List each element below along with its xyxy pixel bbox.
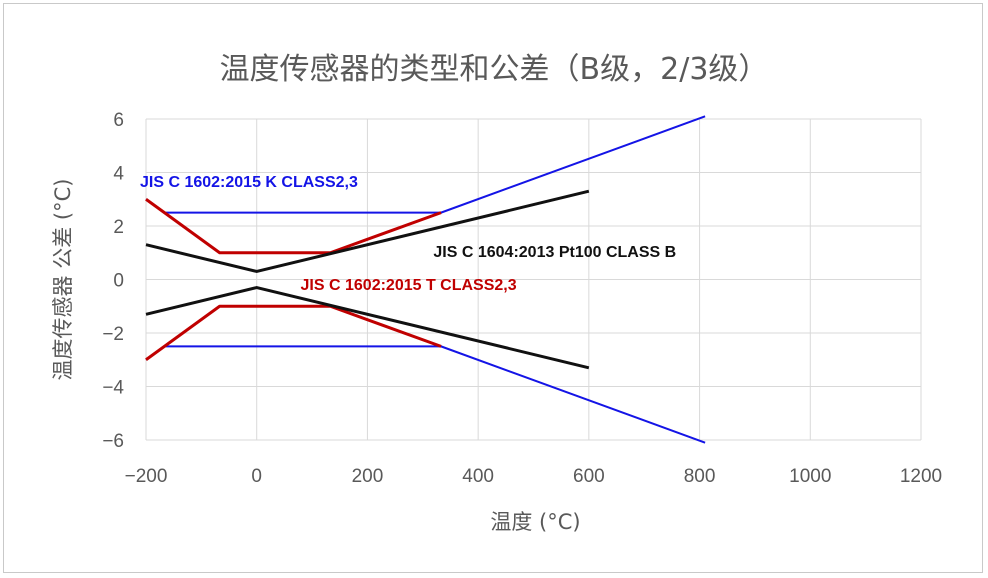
chart-title: 温度传感器的类型和公差（B级，2/3级）	[219, 52, 769, 87]
x-axis-title: 温度 (°C)	[490, 510, 580, 534]
series-annotation: JIS C 1602:2015 K CLASS2,3	[140, 174, 358, 191]
series-annotation: JIS C 1602:2015 T CLASS2,3	[301, 277, 517, 294]
chart-frame	[3, 3, 983, 573]
x-tick-label: 600	[573, 466, 605, 487]
tick-labels: −200 0 200 400 600 800 1000 1200 6 4 2 0 −2 −4 −6	[102, 110, 942, 487]
x-tick-label: 1200	[900, 466, 942, 487]
y-tick-label: −6	[102, 431, 124, 452]
series-line-upper	[145, 115, 706, 214]
series-line-upper	[145, 198, 442, 255]
annotations: JIS C 1602:2015 K CLASS2,3 JIS C 1604:201…	[140, 174, 676, 294]
x-tick-label: 1000	[789, 466, 831, 487]
y-tick-label: 2	[113, 217, 124, 238]
x-tick-label: 400	[462, 466, 494, 487]
y-axis-title: 温度传感器 公差 (°C)	[51, 179, 75, 381]
y-tick-label: 0	[113, 271, 124, 292]
x-tick-label: 200	[352, 466, 384, 487]
y-tick-label: −4	[102, 378, 124, 399]
series-line-lower	[145, 304, 442, 361]
series-annotation: JIS C 1604:2013 Pt100 CLASS B	[433, 244, 676, 261]
y-tick-label: −2	[102, 324, 124, 345]
y-tick-label: 6	[113, 110, 124, 131]
grid	[145, 118, 922, 441]
series-line-upper	[145, 189, 590, 273]
series-group	[145, 115, 706, 444]
x-tick-label: −200	[125, 466, 168, 487]
series-line-lower	[145, 286, 590, 370]
y-tick-label: 4	[113, 164, 124, 185]
series-line-lower	[145, 345, 706, 444]
x-tick-label: 0	[251, 466, 262, 487]
x-tick-label: 800	[684, 466, 716, 487]
